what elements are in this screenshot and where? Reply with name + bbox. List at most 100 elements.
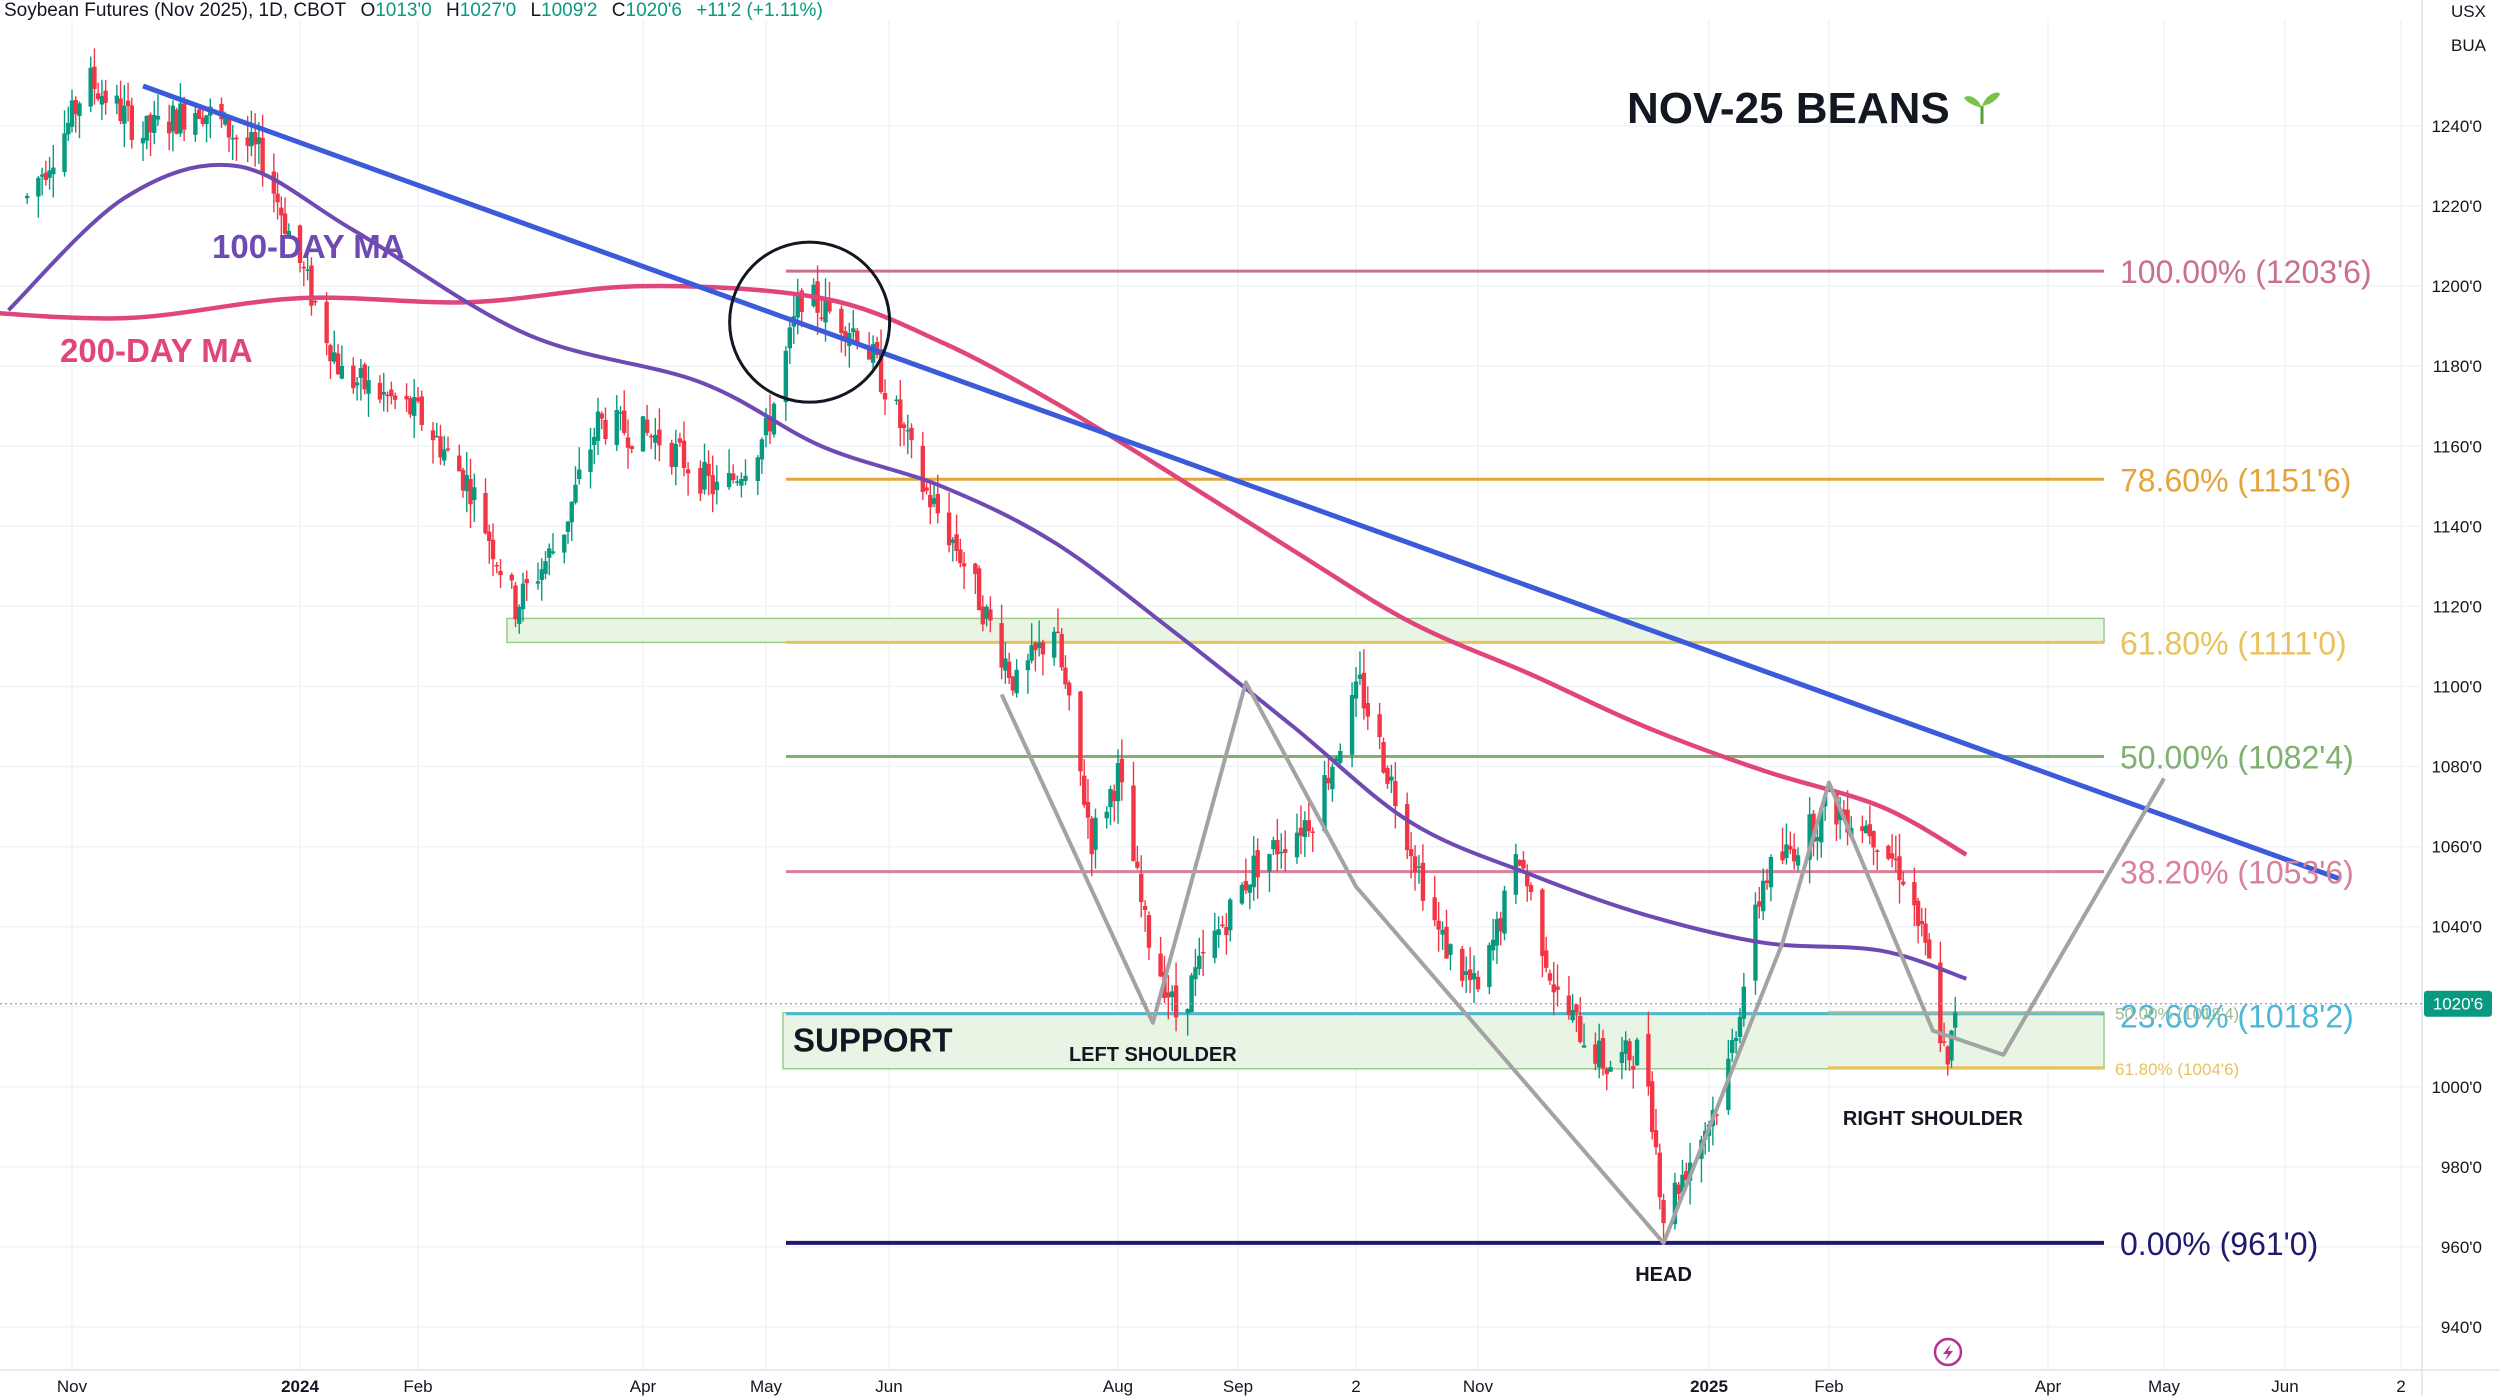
candle-body: [924, 487, 929, 491]
candle-body: [569, 501, 574, 523]
currency-label[interactable]: USX: [2451, 2, 2486, 21]
ohlc-low: L1009'2: [530, 0, 598, 21]
seedling-leaf-right: [1982, 92, 2000, 106]
pattern-label: RIGHT SHOULDER: [1843, 1108, 2024, 1130]
candle-body: [487, 531, 492, 542]
candle-body: [1757, 901, 1762, 907]
candle-body: [1444, 926, 1449, 959]
candle-body: [1349, 695, 1355, 755]
candle-body: [649, 435, 654, 438]
candle-body: [1915, 900, 1921, 926]
candle-body: [669, 442, 674, 467]
candle-body: [618, 412, 623, 414]
candle-body: [1528, 885, 1534, 893]
candle-body: [1014, 669, 1019, 694]
candle-body: [1467, 969, 1473, 981]
candle-body: [282, 213, 288, 234]
moving-averages: [0, 162, 1968, 981]
time-tick-label: 2025: [1690, 1377, 1728, 1396]
unit-label[interactable]: BUA: [2451, 36, 2486, 55]
last-price-value: 1020'6: [2433, 995, 2484, 1014]
lightning-icon: [1933, 1337, 1963, 1367]
candle-body: [819, 317, 824, 320]
candle-body: [245, 137, 250, 146]
candle-body: [404, 395, 409, 400]
candle-body: [1389, 776, 1394, 781]
candle-body: [1404, 804, 1410, 851]
fib-label: 100.00% (1203'6): [2120, 254, 2372, 290]
candle-body: [787, 327, 793, 349]
candle-body: [125, 100, 131, 107]
fib-label: 38.20% (1053'6): [2120, 855, 2354, 891]
lightning-bolt: [1943, 1344, 1953, 1361]
candle-body: [1619, 1052, 1625, 1064]
candle-body: [309, 265, 314, 306]
candle-body: [1135, 861, 1140, 868]
candle-body: [1220, 924, 1225, 927]
candle-body: [1949, 1030, 1954, 1061]
candle-body: [43, 172, 49, 180]
candle-body: [1653, 1130, 1659, 1148]
candle-body: [795, 296, 800, 318]
candle-body: [1627, 1041, 1632, 1061]
candle-body: [1834, 794, 1839, 825]
candle-body: [1408, 849, 1414, 857]
candle-body: [1923, 923, 1928, 943]
candle-body: [603, 419, 608, 440]
candle-body: [62, 133, 67, 173]
candle-body: [1811, 813, 1816, 842]
candle-body: [230, 137, 235, 140]
candle-body: [1525, 871, 1530, 887]
candle-body: [1224, 927, 1229, 936]
candle-body: [1353, 681, 1359, 699]
candle-body: [1212, 930, 1217, 959]
candle-body: [759, 439, 765, 460]
candle-body: [445, 448, 451, 450]
candle-body: [1251, 855, 1256, 888]
candle-body: [438, 436, 443, 458]
candle-body: [1919, 921, 1924, 925]
candle-body: [920, 445, 925, 492]
candle-body: [1475, 976, 1481, 990]
candle-body: [339, 365, 345, 379]
candle-body: [595, 411, 601, 441]
candle-body: [1815, 837, 1820, 841]
resistance-zone: [506, 617, 2105, 644]
candle-body: [905, 429, 910, 432]
candle-body: [1631, 1066, 1636, 1070]
candle-body: [1322, 775, 1327, 832]
candle-body: [204, 115, 209, 125]
candle-body: [1760, 880, 1766, 912]
candle-body: [1860, 826, 1865, 832]
candle-body: [1845, 809, 1850, 833]
candle-body: [958, 549, 963, 564]
time-tick-label: 2: [1351, 1377, 1360, 1396]
time-tick-label: 2: [2396, 1377, 2405, 1396]
candle-body: [839, 308, 844, 334]
candle-body: [1432, 897, 1437, 921]
candle-body: [625, 437, 631, 448]
price-tick-label: 1120'0: [2433, 597, 2482, 616]
candle-body: [483, 493, 488, 534]
candle-body: [1006, 661, 1012, 678]
candle-body: [1901, 881, 1906, 885]
price-tick-label: 960'0: [2441, 1238, 2482, 1257]
candle-body: [297, 225, 303, 264]
candle-body: [1741, 986, 1747, 1019]
candle-body: [1819, 807, 1824, 843]
candle-body: [588, 449, 593, 472]
candle-body: [47, 170, 52, 178]
candle-body: [95, 93, 101, 100]
ohlc-change: +11'2 (+1.11%): [696, 0, 823, 21]
candle-body: [755, 457, 760, 481]
candle-body: [1338, 751, 1343, 763]
highlight-circle: [728, 240, 892, 404]
candle-body: [644, 419, 650, 433]
candle-body: [1807, 814, 1812, 860]
candle-body: [178, 103, 183, 134]
candle-body: [1551, 984, 1556, 993]
time-tick-label: May: [750, 1377, 783, 1396]
candle-body: [1142, 905, 1148, 910]
candle-body: [358, 368, 364, 378]
